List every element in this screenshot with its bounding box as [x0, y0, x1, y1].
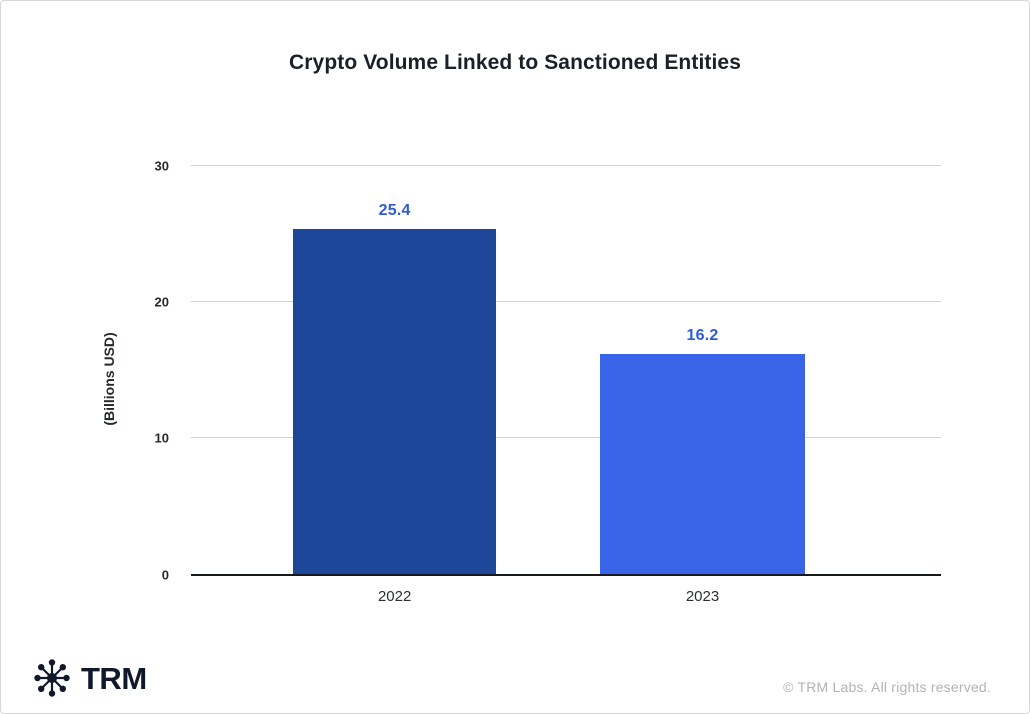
gridline	[191, 165, 941, 166]
y-tick-label: 0	[161, 567, 169, 583]
plot-area: 30 20 10 0 25.4 16.2 2022 2023	[155, 159, 941, 605]
trm-network-icon	[34, 659, 70, 697]
bar-value-label-2022: 25.4	[378, 201, 411, 219]
bar-value-label-2023: 16.2	[686, 326, 719, 344]
y-tick-label: 20	[154, 294, 169, 310]
gridline	[191, 300, 941, 302]
bar-2022: 25.4	[293, 202, 497, 574]
brand-name: TRM	[81, 660, 147, 696]
y-axis-label: (Billions USD)	[101, 332, 117, 426]
trm-logo: TRM	[32, 656, 147, 700]
gridline	[191, 436, 941, 438]
chart-title: Crypto Volume Linked to Sanctioned Entit…	[289, 51, 741, 74]
bar-2023: 16.2	[599, 327, 806, 574]
x-tick-label-2022: 2022	[377, 588, 412, 605]
y-tick-label: 30	[154, 158, 169, 174]
y-tick-label: 10	[154, 430, 169, 446]
x-tick-label-2023: 2023	[685, 588, 720, 605]
copyright-text: © TRM Labs. All rights reserved.	[783, 679, 991, 695]
